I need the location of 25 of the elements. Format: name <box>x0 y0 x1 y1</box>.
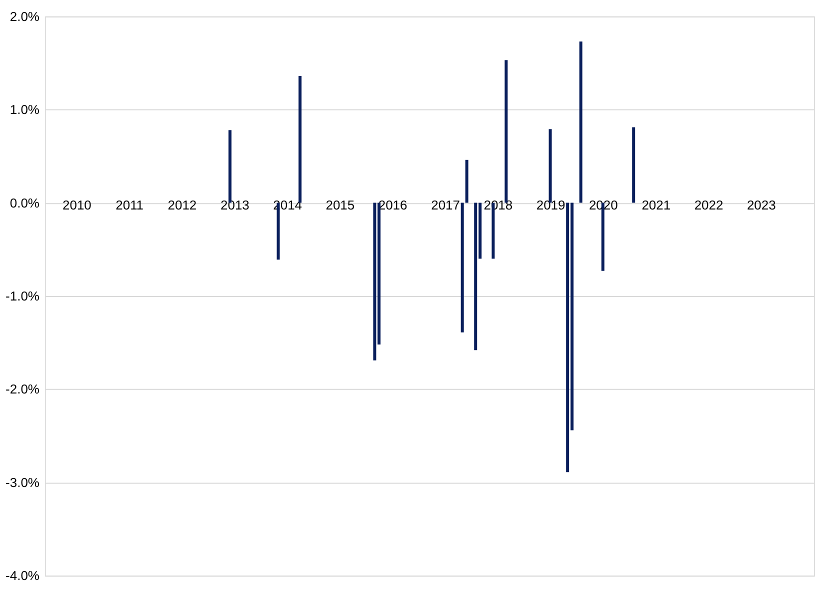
y-tick-label: 1.0% <box>10 102 40 118</box>
y-tick-label: -4.0% <box>6 568 40 584</box>
bar <box>566 202 570 472</box>
y-tick-label: -1.0% <box>6 288 40 304</box>
bar <box>460 202 464 332</box>
y-tick-label: 0.0% <box>10 195 40 210</box>
y-tick-label: 2.0% <box>10 8 40 24</box>
x-tick-label: 2016 <box>378 197 408 212</box>
x-tick-label: 2019 <box>536 197 566 212</box>
x-tick-label: 2021 <box>642 197 671 212</box>
bar <box>474 202 478 350</box>
bar <box>579 42 582 203</box>
x-tick-label: 2015 <box>326 197 355 212</box>
x-tick-label: 2022 <box>694 197 724 212</box>
y-tick-label: -2.0% <box>6 382 40 397</box>
x-tick-label: 2023 <box>746 197 776 212</box>
x-tick-label: 2012 <box>168 197 197 212</box>
x-tick-label: 2017 <box>431 197 460 212</box>
bar <box>373 202 376 360</box>
y-tick-label: -3.0% <box>6 474 40 490</box>
bar <box>465 160 468 203</box>
x-tick-label: 2010 <box>62 197 92 212</box>
x-tick-label: 2013 <box>220 197 250 212</box>
bar <box>632 127 636 203</box>
x-tick-label: 2011 <box>116 197 144 212</box>
